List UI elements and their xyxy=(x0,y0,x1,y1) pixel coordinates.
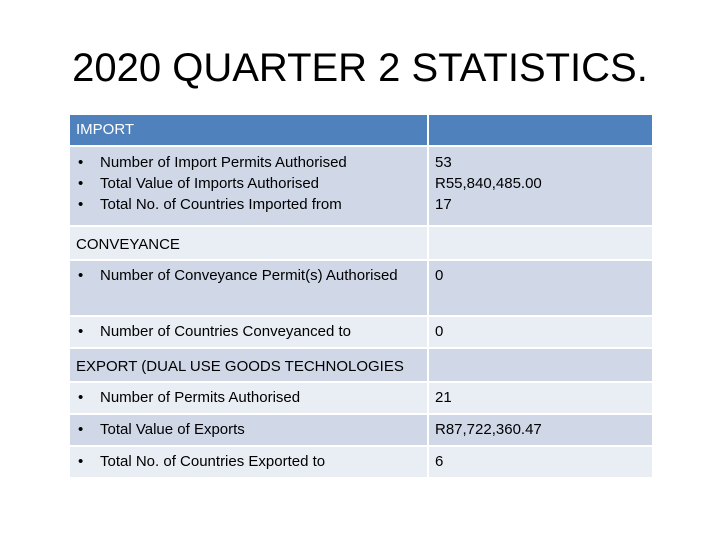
export-value: R87,722,360.47 xyxy=(427,413,654,447)
import-header-row: IMPORT xyxy=(68,113,654,147)
export-value: 21 xyxy=(427,381,654,415)
conveyance-label-cell: Number of Countries Conveyanced to xyxy=(68,315,429,349)
export-row: Number of Permits Authorised 21 xyxy=(68,381,654,415)
statistics-table: IMPORT Number of Import Permits Authoris… xyxy=(68,113,654,479)
conveyance-header-row: CONVEYANCE xyxy=(68,225,654,261)
import-header-empty xyxy=(427,113,654,147)
export-header-label: EXPORT (DUAL USE GOODS TECHNOLOGIES xyxy=(76,358,404,375)
import-value: R55,840,485.00 xyxy=(435,175,542,192)
conveyance-label: Number of Conveyance Permit(s) Authorise… xyxy=(76,265,421,286)
import-value: 17 xyxy=(435,196,452,213)
import-item: Total Value of Imports Authorised xyxy=(76,173,421,194)
conveyance-row: Number of Countries Conveyanced to 0 xyxy=(68,315,654,349)
conveyance-header-empty xyxy=(427,225,654,261)
import-item: Total No. of Countries Imported from xyxy=(76,194,421,215)
import-row: Number of Import Permits Authorised Tota… xyxy=(68,145,654,227)
import-items-list: Number of Import Permits Authorised Tota… xyxy=(76,152,421,215)
export-label: Total Value of Exports xyxy=(76,419,421,440)
import-items-cell: Number of Import Permits Authorised Tota… xyxy=(68,145,429,227)
conveyance-label-cell: Number of Conveyance Permit(s) Authorise… xyxy=(68,259,429,317)
export-value: 6 xyxy=(427,445,654,479)
export-label-cell: Total Value of Exports xyxy=(68,413,429,447)
export-row: Total Value of Exports R87,722,360.47 xyxy=(68,413,654,447)
import-value: 53 xyxy=(435,154,452,171)
conveyance-row: Number of Conveyance Permit(s) Authorise… xyxy=(68,259,654,317)
export-label-cell: Total No. of Countries Exported to xyxy=(68,445,429,479)
export-label: Total No. of Countries Exported to xyxy=(76,451,421,472)
export-label-cell: Number of Permits Authorised xyxy=(68,381,429,415)
import-values-cell: 53 R55,840,485.00 17 xyxy=(427,145,654,227)
export-header-row: EXPORT (DUAL USE GOODS TECHNOLOGIES xyxy=(68,347,654,383)
conveyance-label: Number of Countries Conveyanced to xyxy=(76,321,421,342)
import-values-list: 53 R55,840,485.00 17 xyxy=(435,152,646,215)
export-row: Total No. of Countries Exported to 6 xyxy=(68,445,654,479)
conveyance-value: 0 xyxy=(427,259,654,317)
export-header-empty xyxy=(427,347,654,383)
export-label: Number of Permits Authorised xyxy=(76,387,421,408)
export-header: EXPORT (DUAL USE GOODS TECHNOLOGIES xyxy=(68,347,429,383)
conveyance-value: 0 xyxy=(427,315,654,349)
import-header: IMPORT xyxy=(68,113,429,147)
import-item: Number of Import Permits Authorised xyxy=(76,152,421,173)
conveyance-header-label: CONVEYANCE xyxy=(76,236,180,253)
conveyance-header: CONVEYANCE xyxy=(68,225,429,261)
slide-title: 2020 QUARTER 2 STATISTICS. xyxy=(72,46,648,90)
